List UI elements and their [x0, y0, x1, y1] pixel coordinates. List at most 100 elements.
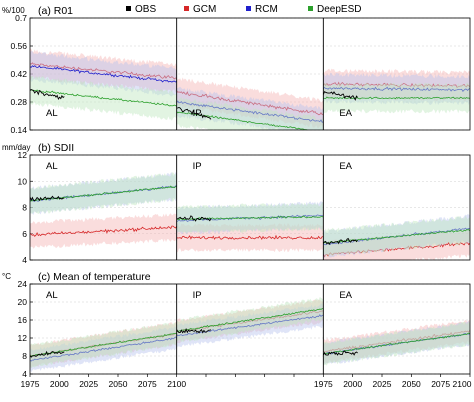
- series-gcm-ip: [176, 310, 324, 333]
- series-gcm-ip: [176, 90, 324, 116]
- x-tick-label: 2025: [79, 379, 98, 389]
- y-unit-label: mm/day: [2, 143, 30, 152]
- region-ip: [176, 297, 324, 348]
- panel-3: 4 8 12 16 20 24 AL IP EA (c) Mean of temperature °…: [2, 271, 471, 379]
- band-deepesd-al: [30, 322, 177, 369]
- y-tick-label: 16: [18, 315, 28, 325]
- region-label-al: AL: [46, 161, 58, 172]
- series-rcm-ip: [176, 100, 324, 123]
- series-gcm-al: [30, 225, 178, 237]
- series-obs-ea: [322, 350, 358, 356]
- series-deepesd-ea: [323, 332, 470, 355]
- region-al: [30, 48, 177, 121]
- region-al: [30, 321, 177, 373]
- panel-1: 0.14 0.28 0.42 0.56 0.7 AL IP EA (a) R01 %/100: [2, 5, 471, 135]
- band-rcm-al: [30, 50, 177, 97]
- y-tick-label: 0.56: [10, 41, 27, 51]
- band-gcm-ip: [176, 77, 324, 129]
- series-gcm-ip: [176, 234, 324, 241]
- x-tick-label: 2075: [431, 379, 450, 389]
- x-tick-label: 2075: [138, 379, 157, 389]
- band-rcm-ip: [176, 86, 324, 130]
- x-tick-label: 2025: [373, 379, 392, 389]
- x-tick-label: 1975: [314, 379, 333, 389]
- y-tick-label: 24: [18, 279, 28, 289]
- region-label-ea: EA: [339, 161, 352, 172]
- y-tick-label: 8: [22, 203, 27, 213]
- series-gcm-ea: [322, 81, 470, 88]
- y-tick-label: 10: [18, 176, 28, 186]
- legend-swatch-deepesd: [308, 6, 313, 11]
- region-label-ea: EA: [339, 290, 352, 301]
- series-deepesd-al: [30, 89, 177, 107]
- region-al: [30, 172, 178, 249]
- series-deepesd-ip: [176, 307, 324, 332]
- series-obs-ip: [176, 107, 212, 120]
- legend-label-deepesd: DeepESD: [317, 4, 361, 15]
- series-obs-ip: [176, 215, 212, 222]
- panel-2: 4 6 8 10 12 AL IP EA (b) SDII mm/day: [2, 142, 471, 265]
- band-rcm-al: [30, 326, 177, 373]
- x-tick-label: 2000: [50, 379, 69, 389]
- panel-title: (a) R01: [38, 5, 73, 17]
- panel-title: (b) SDII: [38, 142, 74, 154]
- region-label-al: AL: [46, 290, 58, 301]
- region-label-ip: IP: [193, 108, 202, 119]
- x-tick-label: 2000: [343, 379, 362, 389]
- y-unit-label: °C: [2, 272, 11, 281]
- y-tick-label: 0.14: [10, 125, 27, 135]
- series-obs-al: [30, 88, 65, 101]
- panel-title: (c) Mean of temperature: [38, 271, 151, 283]
- band-rcm-ea: [323, 321, 470, 365]
- panel-frame: [29, 283, 471, 375]
- x-tick-label: 2050: [402, 379, 421, 389]
- legend-label-gcm: GCM: [193, 4, 216, 15]
- band-deepesd-ip: [176, 97, 324, 130]
- region-label-al: AL: [46, 108, 58, 119]
- series-obs-al: [30, 195, 65, 202]
- region-ea: [322, 319, 470, 366]
- band-deepesd-ea: [323, 215, 470, 258]
- x-tick-label: 2100: [167, 379, 186, 389]
- panel-frame: [29, 17, 471, 131]
- series-obs-al: [30, 350, 65, 358]
- series-obs-ip: [176, 327, 212, 334]
- band-rcm-ea: [323, 72, 470, 106]
- y-tick-label: 12: [18, 333, 28, 343]
- y-tick-label: 8: [22, 351, 27, 361]
- y-unit-label: %/100: [2, 6, 25, 15]
- x-tick-label: 2100: [453, 379, 472, 389]
- y-tick-label: 0.28: [10, 97, 27, 107]
- x-tick-label: 1975: [21, 379, 40, 389]
- legend-swatch-gcm: [184, 6, 189, 11]
- region-ip: [176, 77, 324, 130]
- y-tick-label: 20: [18, 297, 28, 307]
- y-tick-label: 4: [22, 369, 27, 379]
- y-tick-label: 6: [22, 229, 27, 239]
- y-tick-label: 12: [18, 150, 28, 160]
- legend-swatch-rcm: [246, 6, 251, 11]
- region-ea: [322, 214, 470, 260]
- region-ea: [322, 68, 470, 114]
- series-rcm-ip: [176, 214, 324, 223]
- series-deepesd-ea: [323, 229, 470, 244]
- legend-swatch-obs: [126, 6, 131, 11]
- region-ip: [176, 201, 324, 253]
- x-tick-label: 2050: [109, 379, 128, 389]
- series-obs-ea: [322, 91, 358, 101]
- y-tick-label: 0.42: [10, 69, 27, 79]
- series-gcm-al: [30, 62, 177, 80]
- legend-label-rcm: RCM: [255, 4, 278, 15]
- series-rcm-al: [30, 65, 177, 83]
- series-obs-ea: [322, 237, 358, 245]
- series-gcm-ea: [322, 241, 470, 258]
- y-tick-label: 0.7: [15, 13, 27, 23]
- x-axis: 2000 2025 2050 2075 1975 2100 1975 2000 2025 2050…: [21, 374, 472, 389]
- region-label-ip: IP: [193, 161, 202, 172]
- region-label-ea: EA: [339, 108, 352, 119]
- series-gcm-ea: [323, 329, 470, 353]
- panel-frame: [29, 154, 471, 261]
- y-tick-label: 4: [22, 255, 27, 265]
- series-rcm-ip: [176, 314, 324, 337]
